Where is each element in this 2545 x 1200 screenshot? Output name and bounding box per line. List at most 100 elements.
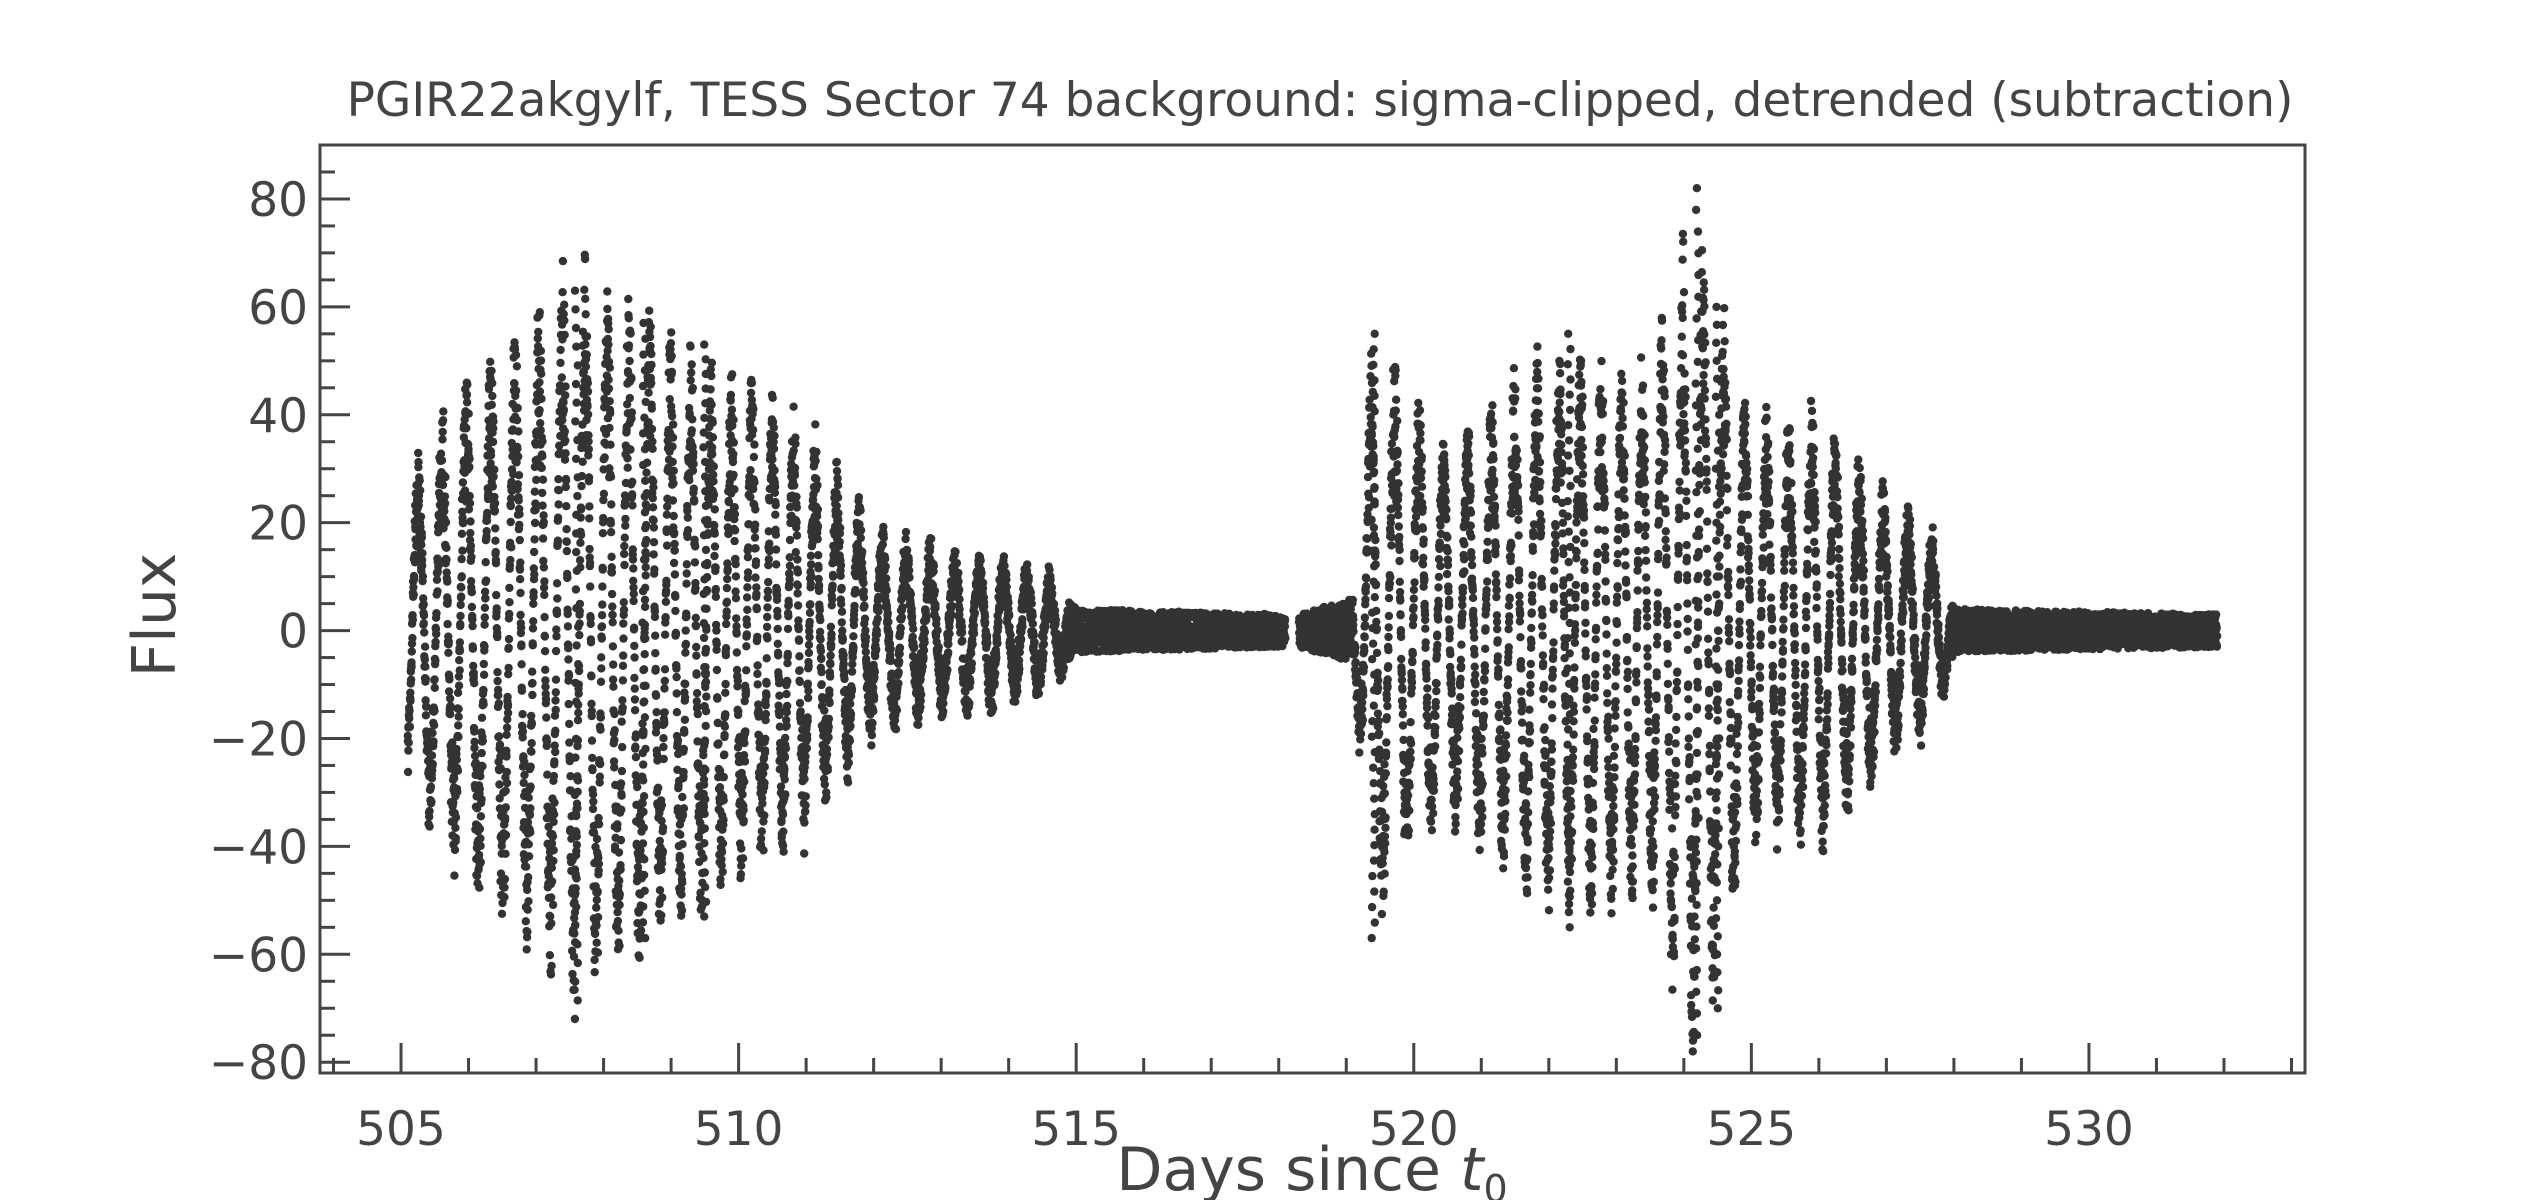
data-point [531,499,540,508]
data-point [421,662,430,671]
data-point [879,522,888,532]
data-point [647,424,657,434]
data-point [607,568,617,577]
data-point [754,700,763,709]
data-point [1005,622,1014,632]
data-point [685,476,694,485]
data-point [450,845,460,855]
data-point [994,617,1003,626]
data-point [655,886,665,895]
data-point [470,737,479,746]
data-point [795,652,804,661]
data-point [709,490,719,499]
data-point [711,563,720,572]
data-point [722,619,731,629]
data-point [597,622,607,631]
data-point [486,459,495,468]
data-point [529,617,538,626]
data-point [589,797,598,806]
data-point [847,684,857,694]
data-point [677,906,687,915]
data-point [630,706,640,715]
data-point [631,753,641,762]
data-point [421,674,430,683]
data-point [631,730,641,739]
data-point [619,634,628,643]
data-point [448,738,457,747]
data-point [597,653,606,662]
data-point [483,508,492,518]
data-point [661,586,671,596]
data-point [832,457,841,467]
data-point [657,800,667,810]
data-point [747,378,757,388]
data-point [561,476,571,485]
data-point [560,455,570,464]
data-point [560,330,569,340]
data-point [581,294,590,303]
data-point [670,528,679,538]
data-point [813,534,822,544]
data-point [417,555,427,565]
data-point [723,559,732,568]
data-point [514,452,523,461]
data-point [731,560,740,569]
data-point [408,633,417,643]
data-point [943,665,952,674]
data-point [516,610,525,620]
data-point [926,542,935,552]
data-point [548,832,558,841]
data-point [526,804,535,813]
data-point [1000,561,1009,570]
data-point [721,651,731,660]
data-point [1028,611,1037,620]
data-point [596,759,605,769]
data-point [648,437,657,446]
data-point [658,823,668,832]
data-point [722,583,732,593]
data-point [470,751,480,760]
data-point [752,604,761,614]
data-point [722,597,732,606]
data-point [428,759,437,769]
data-point [859,593,869,602]
data-point [535,308,544,317]
data-point [550,757,559,766]
data-point [428,728,437,738]
data-point [717,861,726,870]
data-point [593,913,603,922]
data-point [727,405,737,414]
data-point [760,778,769,788]
data-point [944,639,953,649]
data-point [511,350,521,360]
data-point [455,656,464,665]
data-point [957,628,967,637]
data-point [708,433,718,442]
data-point [606,528,616,537]
data-point [506,555,515,565]
data-point [608,602,617,611]
data-point [557,373,566,382]
data-point [628,545,637,554]
data-point [761,709,771,719]
data-point [588,753,597,763]
data-point [524,852,534,861]
data-point [540,590,549,600]
data-point [771,500,780,510]
data-point [444,637,453,646]
data-point [740,757,750,766]
data-point [733,743,743,752]
data-point [670,570,680,579]
data-point [824,733,833,742]
data-point [694,833,704,842]
data-point [500,874,510,884]
data-point [683,532,692,542]
data-point [746,388,756,397]
data-point [551,747,560,757]
data-point [846,699,855,708]
data-point [790,481,799,490]
data-point [616,836,626,845]
data-point [536,356,546,365]
data-point [457,583,466,592]
